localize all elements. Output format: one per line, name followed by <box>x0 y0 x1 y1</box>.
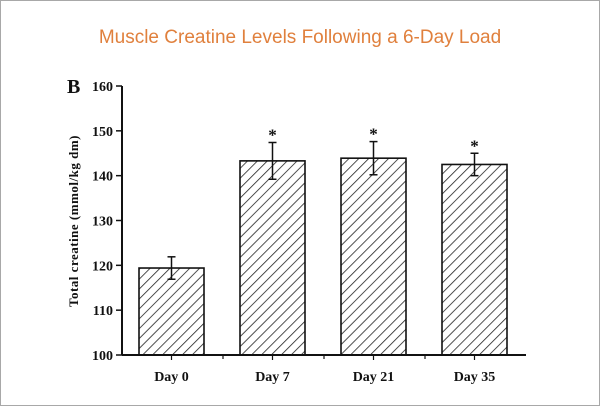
significance-marker: * <box>470 136 479 155</box>
y-tick-label: 100 <box>92 349 113 364</box>
x-tick-label: Day 35 <box>454 370 496 385</box>
significance-marker: * <box>369 125 378 144</box>
y-tick-label: 110 <box>93 304 113 319</box>
y-tick-label: 130 <box>92 215 113 230</box>
bar <box>239 160 306 356</box>
bar <box>340 157 407 356</box>
y-tick-label: 120 <box>92 259 113 274</box>
significance-marker: * <box>268 125 277 144</box>
y-tick-label: 160 <box>92 80 113 95</box>
x-tick-label: Day 0 <box>154 370 189 385</box>
y-tick-label: 140 <box>92 170 113 185</box>
y-tick-label: 150 <box>92 125 113 140</box>
bar <box>441 163 508 356</box>
chart-title: Muscle Creatine Levels Following a 6-Day… <box>98 27 502 48</box>
y-axis-label: Total creatine (mmol/kg dm) <box>66 135 81 307</box>
x-tick-label: Day 7 <box>255 370 290 385</box>
panel-label: B <box>67 76 80 98</box>
x-tick-label: Day 21 <box>353 370 395 385</box>
bar <box>138 267 205 356</box>
